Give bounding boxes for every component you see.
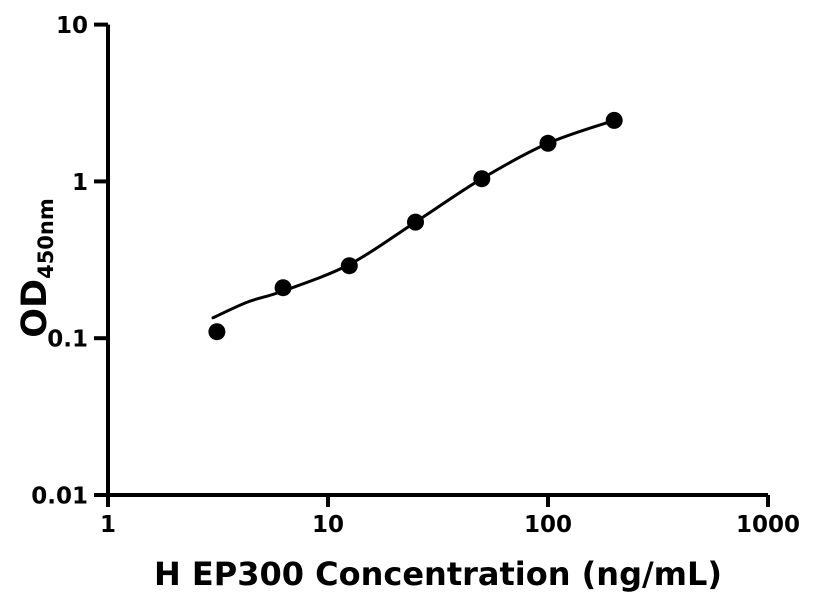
plot-series [208,111,623,341]
data-point [473,170,491,188]
y-tick-label: 1 [72,170,88,196]
x-tick-label: 1000 [736,512,800,538]
x-axis-title: H EP300 Concentration (ng/mL) [154,555,722,593]
y-axis-title-subscript: 450nm [34,198,58,279]
x-tick-label: 10 [312,512,344,538]
y-axis-title-main: OD [15,279,55,338]
data-point [605,111,623,129]
data-point [274,279,292,297]
x-tick-label: 100 [524,512,572,538]
x-tick-label: 1 [100,512,116,538]
data-point [208,323,226,341]
data-point [340,257,358,275]
y-axis-tick-labels: 0.01 0.1 1 10 [31,13,88,509]
data-point [539,134,557,152]
axes: 1 10 100 1000 0.01 0.1 1 10 [31,13,800,538]
y-axis-ticks [94,22,108,497]
y-axis-title: OD450nm [15,198,58,337]
data-point [407,213,424,231]
y-tick-label: 10 [56,13,88,39]
axis-lines [106,24,768,497]
y-tick-label: 0.1 [47,327,88,353]
x-axis-tick-labels: 1 10 100 1000 [100,512,800,538]
y-tick-label: 0.01 [31,483,88,509]
